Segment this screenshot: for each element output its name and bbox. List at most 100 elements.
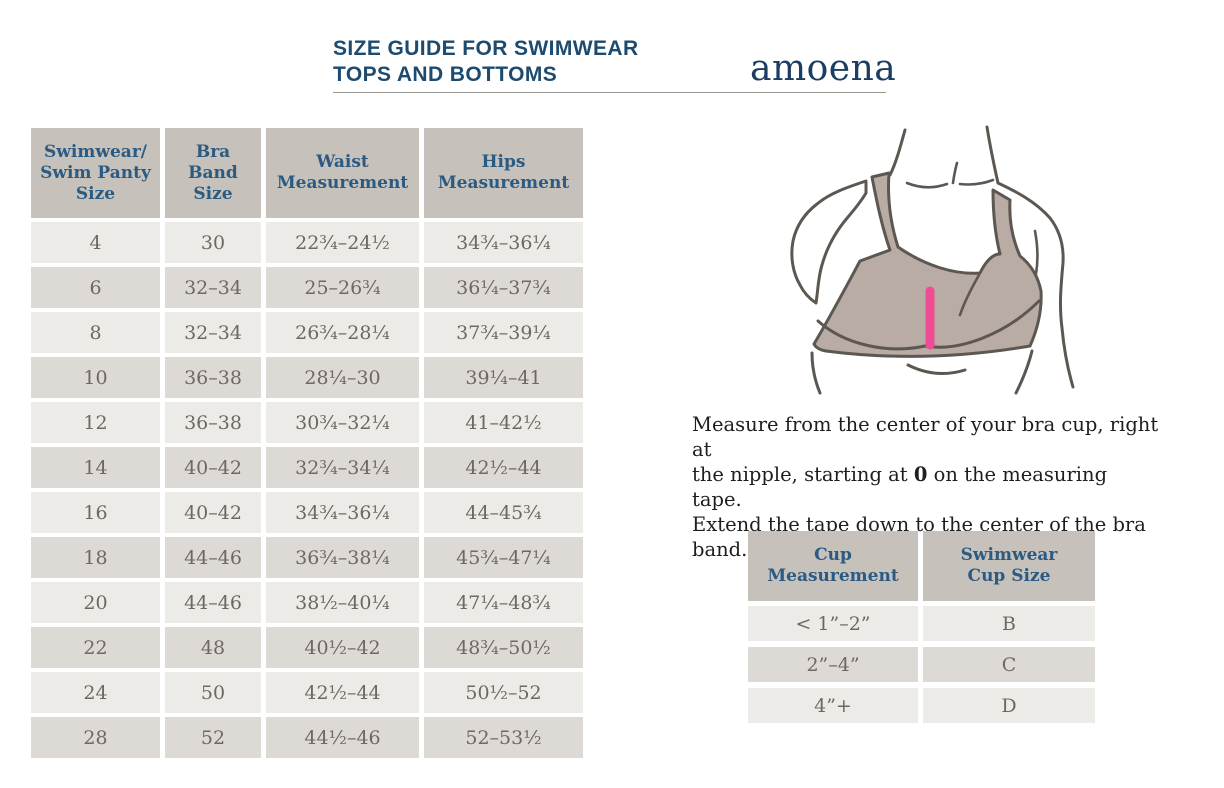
table-row: 8 32–34 26¾–28¼ 37¾–39¼ — [31, 312, 584, 353]
size-table-cell: 32¾–34¼ — [266, 447, 419, 488]
size-table-cell: 41–42½ — [424, 402, 583, 443]
table-row: 2”–4” C — [748, 647, 1095, 682]
size-table-cell: 40½–42 — [266, 627, 419, 668]
size-table-cell: 50½–52 — [424, 672, 583, 713]
underbust-curve-right — [923, 299, 1041, 349]
size-table-cell: 25–26¾ — [266, 267, 419, 308]
cup-table-cell: 2”–4” — [748, 647, 918, 682]
size-table-cell: 30¾–32¼ — [266, 402, 419, 443]
size-table-cell: 42½–44 — [266, 672, 419, 713]
size-table-header-hips: Hips Measurement — [424, 128, 583, 218]
instruction-line1: Measure from the center of your bra cup,… — [692, 413, 1159, 461]
size-table-header-bra-band: Bra Band Size — [165, 128, 261, 218]
brand-logo: amoena — [750, 48, 897, 89]
size-table-cell: 14 — [31, 447, 160, 488]
size-table-cell: 52–53½ — [424, 717, 583, 758]
size-table-cell: 45¾–47¼ — [424, 537, 583, 578]
size-table-cell: 36–38 — [165, 357, 261, 398]
size-table-cell: 47¼–48¾ — [424, 582, 583, 623]
size-table-cell: 6 — [31, 267, 160, 308]
bra-shape — [812, 171, 1043, 358]
neck-line-left — [888, 128, 907, 177]
left-torso-line — [810, 351, 822, 395]
size-table-cell: 4 — [31, 222, 160, 263]
size-table-header-row: Swimwear/ Swim Panty Size Bra Band Size … — [31, 128, 584, 218]
size-table-cell: 30 — [165, 222, 261, 263]
header-text: Size — [75, 183, 116, 204]
cup-table-cell: B — [923, 606, 1095, 641]
size-table-cell: 28¼–30 — [266, 357, 419, 398]
header-text: Cup Size — [967, 566, 1051, 586]
collarbone-right — [958, 178, 995, 186]
cup-table-header-cup-size: Swimwear Cup Size — [923, 531, 1095, 601]
header-text: Swimwear/ — [44, 141, 147, 162]
cup-table-header-measurement: Cup Measurement — [748, 531, 918, 601]
table-row: < 1”–2” B — [748, 606, 1095, 641]
header-text: Band — [188, 162, 238, 183]
cup-table-body: < 1”–2” B 2”–4” C 4”+ D — [748, 606, 1095, 723]
size-table-cell: 37¾–39¼ — [424, 312, 583, 353]
size-table-cell: 10 — [31, 357, 160, 398]
size-table-cell: 26¾–28¼ — [266, 312, 419, 353]
table-row: 4”+ D — [748, 688, 1095, 723]
size-table-cell: 36–38 — [165, 402, 261, 443]
underbust-curve-left — [816, 319, 927, 351]
size-table-cell: 48¾–50½ — [424, 627, 583, 668]
size-table-cell: 50 — [165, 672, 261, 713]
instruction-zero: 0 — [913, 463, 928, 486]
right-armpit-crease — [1033, 229, 1039, 276]
right-arm-outline — [996, 181, 1075, 389]
size-table-body: 4 30 22¾–24½ 34¾–36¼ 6 32–34 25–26¾ 36¼–37¾ 8 32–… — [31, 222, 584, 758]
page-title-line2: TOPS AND BOTTOMS — [333, 63, 558, 86]
size-table-header-swim-size: Swimwear/ Swim Panty Size — [31, 128, 160, 218]
size-table-cell: 48 — [165, 627, 261, 668]
header-text: Cup — [814, 545, 852, 565]
collarbone-left — [905, 181, 949, 189]
header-text: Waist — [316, 152, 369, 172]
size-table-cell: 40–42 — [165, 447, 261, 488]
cup-table-header-row: Cup Measurement Swimwear Cup Size — [748, 531, 1095, 601]
neck-line-right — [985, 125, 1000, 185]
size-table-cell: 44–45¾ — [424, 492, 583, 533]
size-table-cell: 24 — [31, 672, 160, 713]
size-table-cell: 20 — [31, 582, 160, 623]
size-table-cell: 42½–44 — [424, 447, 583, 488]
cup-table-cell: < 1”–2” — [748, 606, 918, 641]
size-table-cell: 8 — [31, 312, 160, 353]
size-table-cell: 32–34 — [165, 312, 261, 353]
size-table-cell: 40–42 — [165, 492, 261, 533]
cup-size-table: Cup Measurement Swimwear Cup Size < 1”–2… — [748, 531, 1095, 729]
size-table-cell: 52 — [165, 717, 261, 758]
page-title-line1: SIZE GUIDE FOR SWIMWEAR — [333, 37, 639, 60]
size-table-cell: 22 — [31, 627, 160, 668]
size-table-cell: 22¾–24½ — [266, 222, 419, 263]
table-row: 10 36–38 28¼–30 39¼–41 — [31, 357, 584, 398]
table-row: 16 40–42 34¾–36¼ 44–45¾ — [31, 492, 584, 533]
size-table-cell: 38½–40¼ — [266, 582, 419, 623]
header-text: Hips — [481, 152, 526, 172]
table-row: 6 32–34 25–26¾ 36¼–37¾ — [31, 267, 584, 308]
size-table-cell: 36¼–37¾ — [424, 267, 583, 308]
measuring-instructions: Measure from the center of your bra cup,… — [692, 412, 1162, 562]
left-arm-outline — [790, 179, 868, 305]
header-text: Measurement — [437, 173, 570, 193]
size-table-cell: 39¼–41 — [424, 357, 583, 398]
size-table-cell: 44½–46 — [266, 717, 419, 758]
size-table-cell: 28 — [31, 717, 160, 758]
instruction-text: the nipple, starting at — [692, 463, 914, 486]
instruction-text: on the measuring tape. — [692, 463, 1108, 511]
table-row: 14 40–42 32¾–34¼ 42½–44 — [31, 447, 584, 488]
table-row: 18 44–46 36¾–38¼ 45¾–47¼ — [31, 537, 584, 578]
size-table-cell: 44–46 — [165, 537, 261, 578]
size-table-cell: 36¾–38¼ — [266, 537, 419, 578]
size-table-cell: 34¾–36¼ — [266, 492, 419, 533]
size-table-cell: 12 — [31, 402, 160, 443]
size-table-cell: 18 — [31, 537, 160, 578]
header-text: Bra — [195, 141, 231, 162]
right-torso-line — [1014, 349, 1034, 395]
page-title: SIZE GUIDE FOR SWIMWEAR TOPS AND BOTTOMS — [333, 36, 639, 88]
table-row: 28 52 44½–46 52–53½ — [31, 717, 584, 758]
collarbone-notch — [951, 161, 959, 185]
cup-table-cell: 4”+ — [748, 688, 918, 723]
